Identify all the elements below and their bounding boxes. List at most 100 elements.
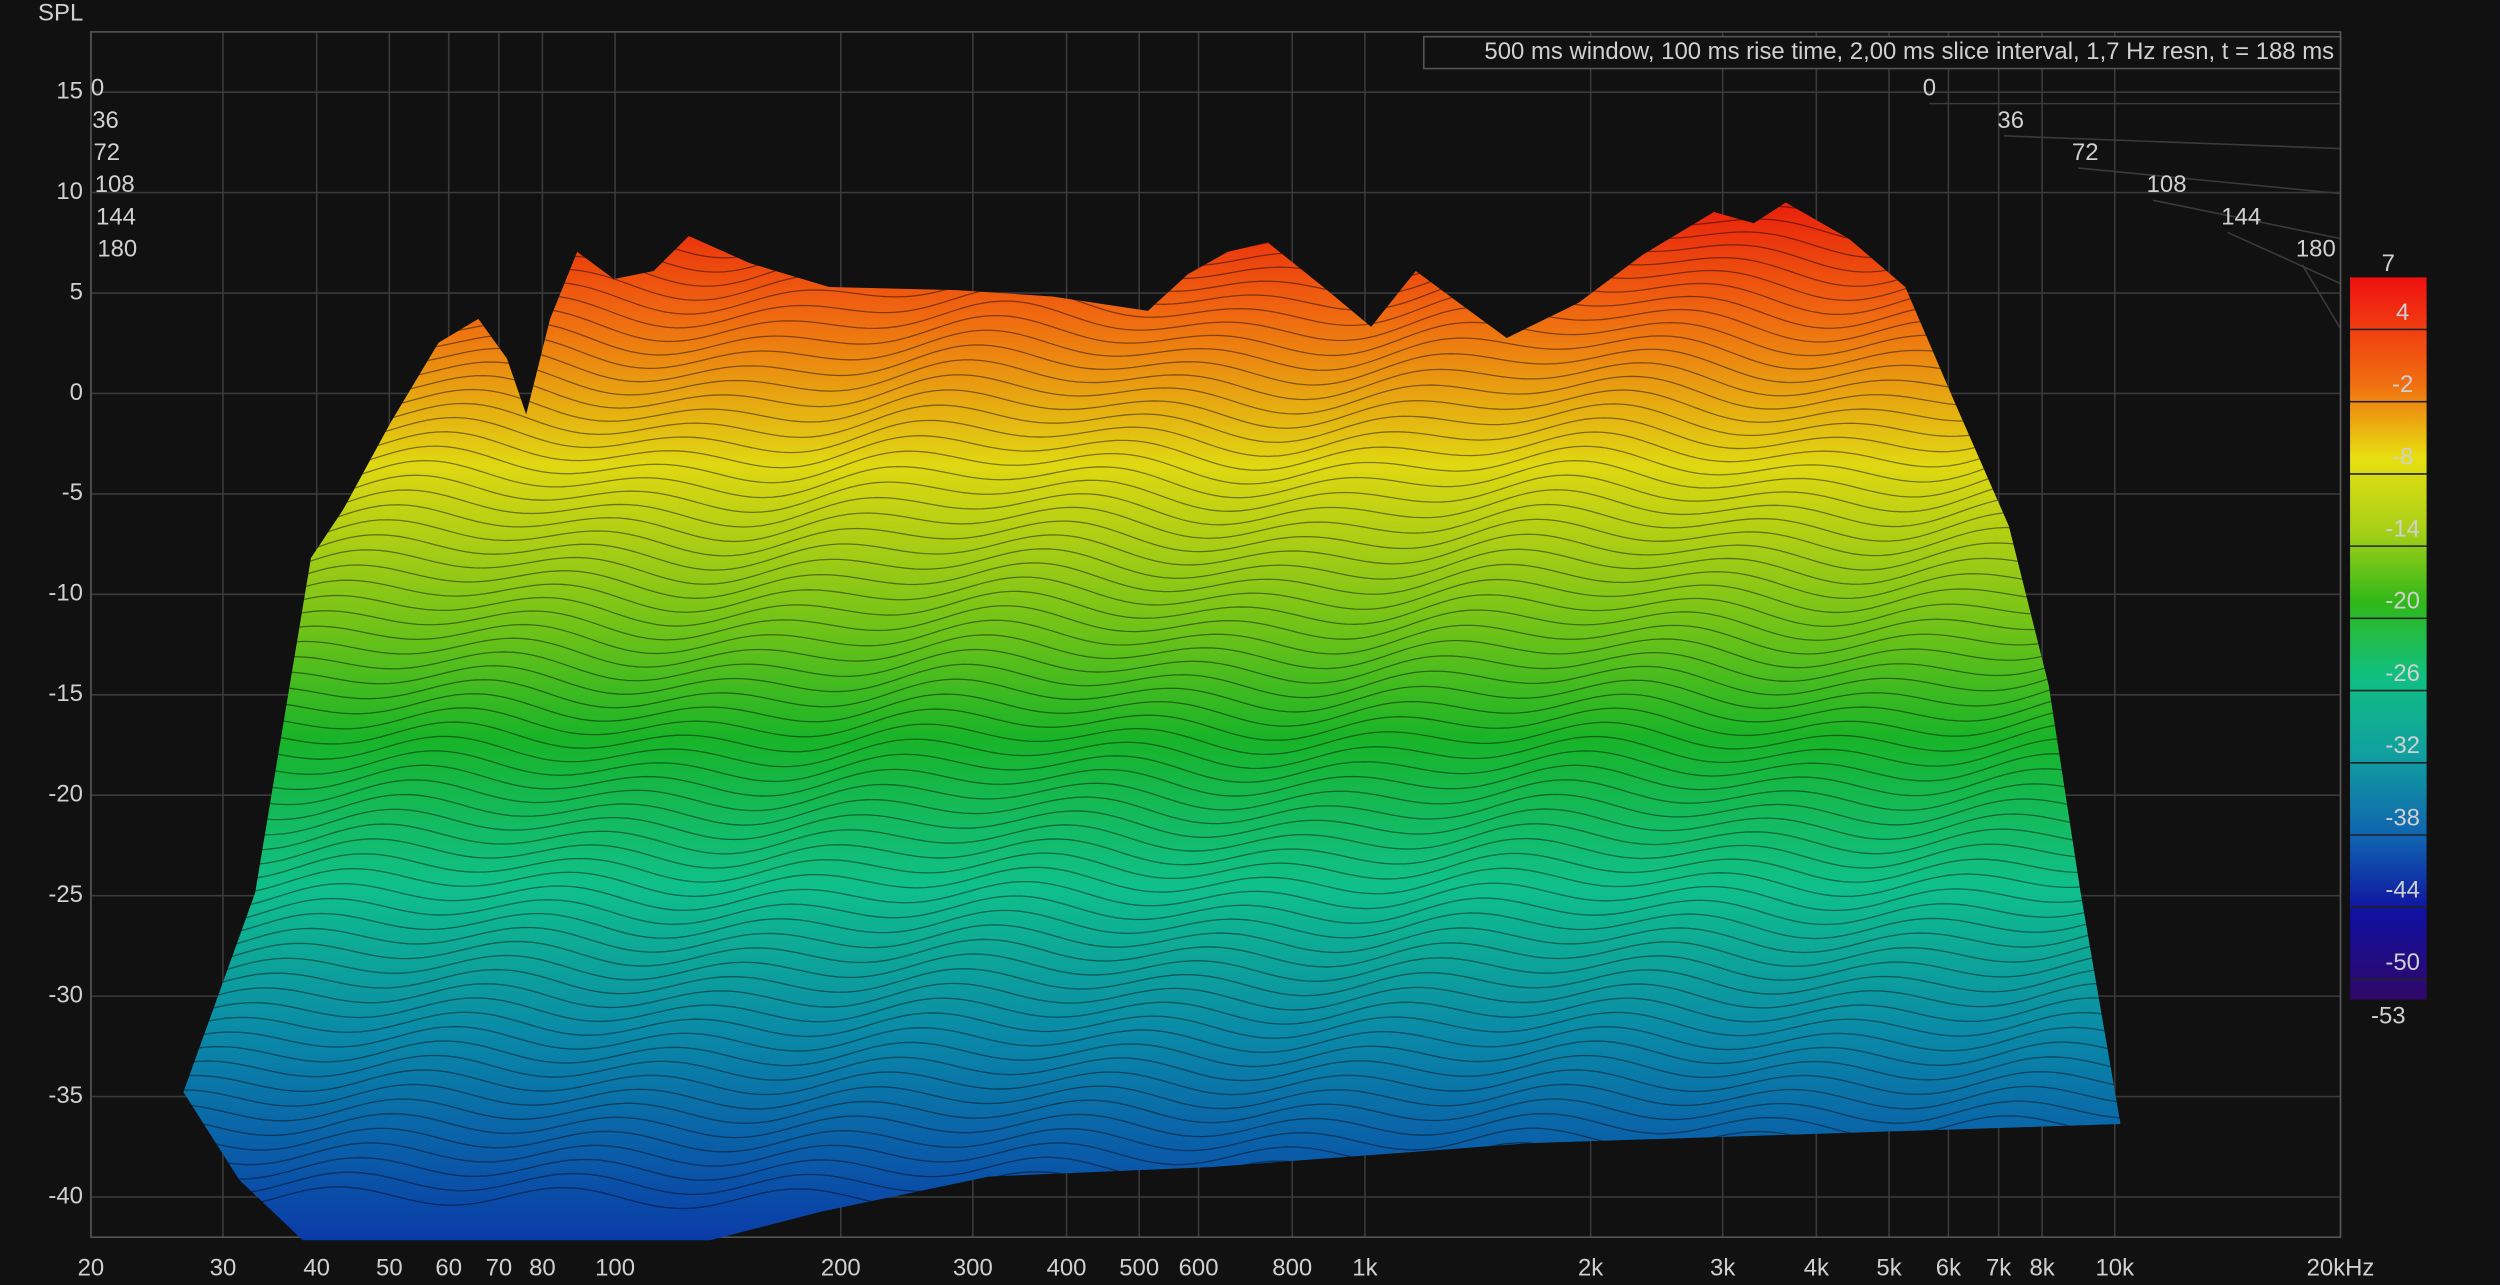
x-tick-label: 3k bbox=[1710, 1254, 1735, 1281]
colorbar-tick-label: -2 bbox=[2392, 371, 2413, 398]
slice-line bbox=[183, 474, 2121, 513]
colorbar-tick-label: -32 bbox=[2385, 732, 2420, 759]
y-tick-label: -35 bbox=[48, 1082, 83, 1109]
z-tick-label: 144 bbox=[96, 203, 136, 230]
slice-line bbox=[183, 619, 2121, 655]
x-tick-label: 8k bbox=[2029, 1254, 2054, 1281]
x-tick-label: 80 bbox=[529, 1254, 556, 1281]
x-tick-label: 4k bbox=[1804, 1254, 1829, 1281]
y-tick-label: -5 bbox=[62, 479, 83, 506]
colorbar-tick-label: -50 bbox=[2385, 949, 2420, 976]
x-tick-label: 7k bbox=[1986, 1254, 2011, 1281]
y-tick-label: -10 bbox=[48, 580, 83, 607]
x-tick-label: 100 bbox=[595, 1254, 635, 1281]
slice-line bbox=[183, 416, 2121, 458]
slice-line bbox=[183, 823, 2121, 855]
slice-line bbox=[183, 533, 2121, 571]
y-tick-label: -40 bbox=[48, 1182, 83, 1209]
slice-line bbox=[183, 895, 2121, 926]
slice-line bbox=[183, 793, 2121, 826]
slice-line bbox=[183, 503, 2121, 543]
x-tick-label: 2k bbox=[1578, 1254, 1603, 1281]
slice-line bbox=[183, 548, 2121, 585]
y-tick-label: -15 bbox=[48, 680, 83, 707]
colorbar-tick-label: -44 bbox=[2385, 877, 2420, 904]
x-tick-label: 400 bbox=[1047, 1254, 1087, 1281]
colorbar-min: -53 bbox=[2371, 1002, 2406, 1029]
slice-line bbox=[183, 1040, 2121, 1068]
slice-line bbox=[183, 1098, 2121, 1124]
slice-line bbox=[183, 329, 2121, 372]
slice-line bbox=[183, 663, 2121, 699]
slice-line bbox=[183, 852, 2121, 883]
z-tick bbox=[2227, 231, 2341, 285]
x-tick-label: 600 bbox=[1179, 1254, 1219, 1281]
z-tick bbox=[2301, 264, 2342, 329]
annotation-box bbox=[1422, 35, 2342, 70]
y-tick-label: 5 bbox=[70, 278, 83, 305]
slice-line bbox=[183, 880, 2121, 912]
colorbar-tick-label: -26 bbox=[2385, 660, 2420, 687]
z-tick-label: 72 bbox=[94, 139, 121, 166]
x-tick-label: 20kHz bbox=[2307, 1254, 2375, 1281]
z-tick-label: 0 bbox=[1923, 75, 1936, 102]
slice-line bbox=[183, 1083, 2121, 1110]
z-tick-label: 108 bbox=[95, 171, 135, 198]
slice-line bbox=[183, 634, 2121, 670]
slice-line bbox=[183, 909, 2121, 940]
slice-line bbox=[183, 982, 2121, 1011]
slice-line bbox=[183, 735, 2121, 769]
colorbar-tick-label: 4 bbox=[2396, 299, 2409, 326]
annotation: 500 ms window, 100 ms rise time, 2,00 ms… bbox=[1484, 38, 2334, 65]
slice-line bbox=[183, 866, 2121, 898]
x-tick-label: 20 bbox=[78, 1254, 105, 1281]
y-tick-label: -30 bbox=[48, 981, 83, 1008]
x-tick-label: 300 bbox=[953, 1254, 993, 1281]
x-tick-label: 500 bbox=[1119, 1254, 1159, 1281]
slice-line bbox=[183, 678, 2121, 713]
x-tick-label: 40 bbox=[303, 1254, 330, 1281]
x-tick-label: 10k bbox=[2095, 1254, 2134, 1281]
slice-line bbox=[183, 518, 2121, 557]
slice-line bbox=[183, 707, 2121, 741]
x-tick-label: 200 bbox=[821, 1254, 861, 1281]
slice-line bbox=[183, 402, 2121, 443]
colorbar-tick-label: -8 bbox=[2392, 443, 2413, 470]
y-axis-label: SPL bbox=[38, 0, 83, 27]
slice-line bbox=[183, 1025, 2121, 1054]
slice-line bbox=[183, 953, 2121, 983]
slice-line bbox=[183, 764, 2121, 797]
slice-line bbox=[183, 590, 2121, 628]
z-tick-label: 144 bbox=[2221, 203, 2261, 230]
y-tick-label: 10 bbox=[56, 178, 83, 205]
slice-line bbox=[183, 431, 2121, 471]
slice-line bbox=[183, 388, 2121, 429]
y-tick-label: 0 bbox=[70, 379, 83, 406]
x-tick-label: 70 bbox=[486, 1254, 513, 1281]
colorbar-tick-label: -38 bbox=[2385, 804, 2420, 831]
z-tick bbox=[2003, 135, 2341, 150]
slice-line bbox=[183, 967, 2121, 997]
colorbar-tick-label: -14 bbox=[2385, 515, 2420, 542]
z-tick-label: 72 bbox=[2072, 139, 2099, 166]
plot-frame bbox=[90, 31, 2342, 1238]
z-tick bbox=[2152, 199, 2341, 240]
x-tick-label: 6k bbox=[1936, 1254, 1961, 1281]
slice-line bbox=[183, 445, 2121, 485]
slice-line bbox=[183, 938, 2121, 968]
colorbar bbox=[2350, 277, 2427, 1000]
z-tick-label: 0 bbox=[91, 75, 104, 102]
x-tick-label: 5k bbox=[1876, 1254, 1901, 1281]
z-tick-label: 36 bbox=[92, 107, 119, 134]
slice-line bbox=[183, 344, 2121, 386]
slice-line bbox=[183, 562, 2121, 600]
z-tick-label: 36 bbox=[1997, 107, 2024, 134]
slice-line bbox=[183, 779, 2121, 812]
colorbar-max: 7 bbox=[2382, 250, 2395, 277]
slice-line bbox=[183, 1112, 2121, 1139]
slice-line bbox=[183, 459, 2121, 499]
x-tick-label: 50 bbox=[376, 1254, 403, 1281]
